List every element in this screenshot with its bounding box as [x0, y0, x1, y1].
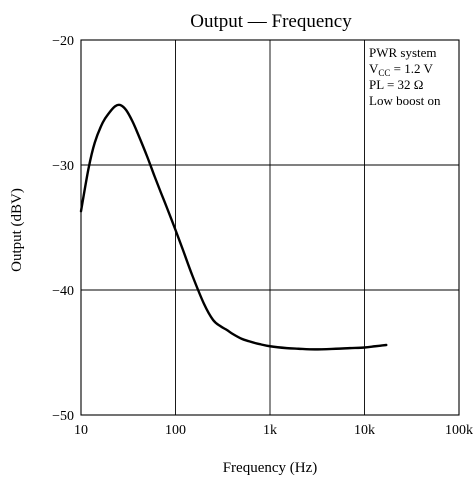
- y-tick-label: −50: [52, 409, 74, 424]
- y-tick-label: −30: [52, 159, 74, 174]
- annotation-line: Low boost on: [369, 93, 441, 108]
- y-axis-label: Output (dBV): [9, 188, 25, 272]
- grid-lines: [81, 40, 459, 415]
- annotation-box: [366, 41, 458, 118]
- annotation-line: PWR system: [369, 45, 437, 60]
- y-tick-labels: −20 −30 −40 −50: [52, 34, 74, 424]
- y-tick-label: −20: [52, 34, 74, 49]
- x-tick-label: 1k: [263, 423, 277, 438]
- x-tick-label: 10k: [354, 423, 375, 438]
- plot-frame: [80, 39, 460, 416]
- annotation-line: PL = 32 Ω: [369, 77, 423, 92]
- x-tick-label: 100k: [445, 423, 473, 438]
- series-group: [79, 103, 388, 351]
- chart-title: Output — Frequency: [190, 11, 352, 32]
- series-line: [79, 103, 388, 351]
- y-tick-label: −40: [52, 284, 74, 299]
- x-tick-labels: 10 100 1k 10k 100k: [74, 423, 473, 438]
- x-tick-label: 100: [165, 423, 186, 438]
- x-tick-label: 10: [74, 423, 88, 438]
- x-axis-label: Frequency (Hz): [223, 460, 318, 476]
- annotation-line: VCC = 1.2 V: [369, 61, 434, 78]
